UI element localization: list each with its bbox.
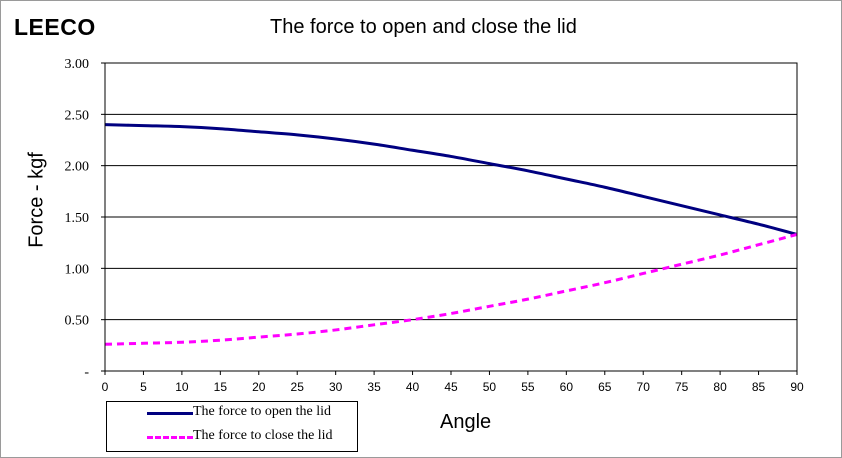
y-tick-label: 2.50 [65,108,90,123]
x-tick-label: 10 [175,380,189,394]
x-tick-label: 80 [713,380,727,394]
x-tick-label: 5 [140,380,147,394]
series-line-close [104,233,798,346]
x-tick-label: 50 [483,380,497,394]
x-tick-labels: 0 5 10 15 20 25 30 35 40 45 50 55 60 65 70 75 80 85 90 [102,380,804,394]
x-tick-label: 40 [406,380,420,394]
legend: The force to open the lid The force to c… [106,401,358,452]
x-tick-label: 60 [560,380,574,394]
x-tick-label: 75 [675,380,689,394]
legend-label-close: The force to close the lid [193,428,333,443]
x-tick-label: 0 [102,380,109,394]
y-tick-label: 2.00 [65,160,90,175]
x-tick-label: 25 [291,380,305,394]
chart-title: The force to open and close the lid [270,16,577,38]
legend-item-open: The force to open the lid [107,402,357,424]
legend-item-close: The force to close the lid [107,426,357,448]
y-tick-label: 0.50 [65,314,90,329]
grid-layer [101,62,798,375]
x-axis-label: Angle [440,411,492,433]
plot-area [104,62,798,372]
legend-swatch-close [147,436,193,439]
legend-label-open: The force to open the lid [193,404,332,419]
x-tick-label: 20 [252,380,266,394]
y-tick-labels: - 0.50 1.00 1.50 2.00 2.50 3.00 [65,57,90,380]
brand-logo: LEECO [14,14,96,40]
y-tick-label: 3.00 [65,57,90,72]
x-tick-label: 35 [367,380,381,394]
x-tick-label: 15 [214,380,228,394]
x-tick-label: 85 [752,380,766,394]
x-tick-label: 90 [790,380,804,394]
y-tick-label: 1.50 [65,211,90,226]
legend-swatch-open [147,412,193,415]
y-tick-label: 1.00 [65,262,90,277]
y-tick-label: - [84,365,89,380]
series-layer [104,123,798,346]
x-tick-label: 55 [521,380,535,394]
x-tick-label: 30 [329,380,343,394]
x-tick-label: 45 [444,380,458,394]
x-tick-label: 65 [598,380,612,394]
x-tick-label: 70 [637,380,651,394]
series-line-open [104,123,798,236]
